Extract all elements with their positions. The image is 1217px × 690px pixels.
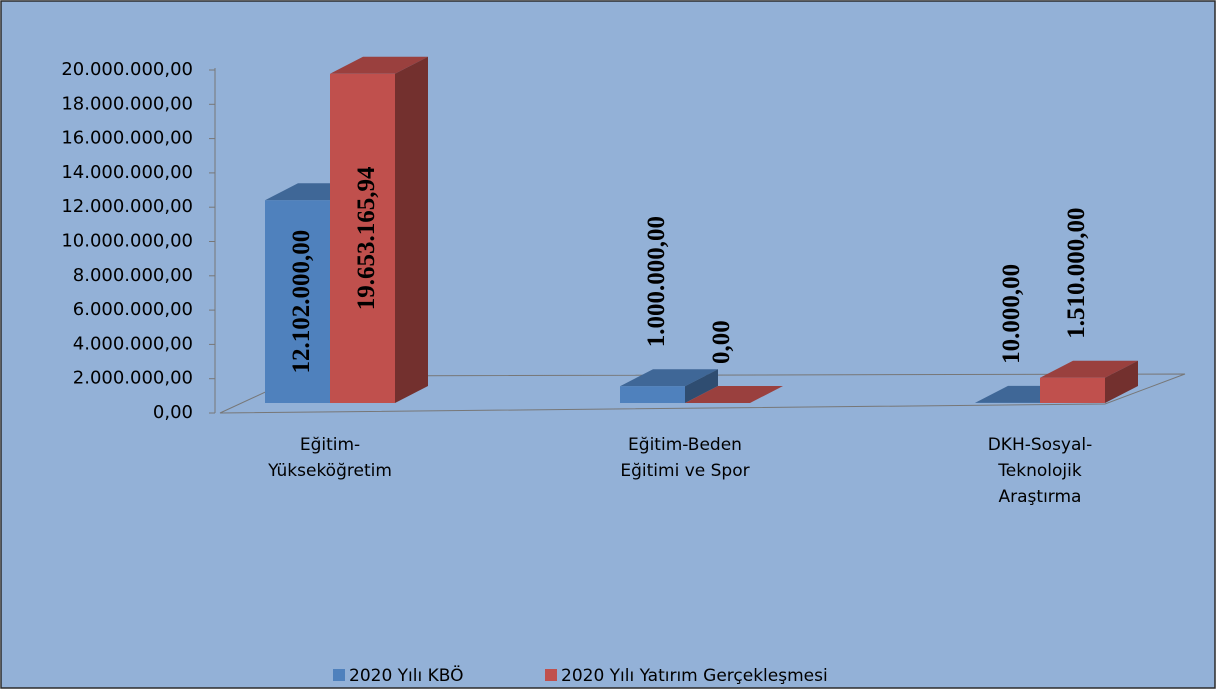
data-label: 12.102.000,00 — [288, 230, 315, 374]
bar-front — [330, 73, 395, 403]
y-tick-label: 12.000.000,00 — [61, 196, 193, 217]
bar — [330, 56, 428, 403]
bar-side — [1105, 360, 1138, 403]
y-tick-label: 18.000.000,00 — [61, 93, 193, 114]
bar — [620, 369, 718, 403]
data-label: 1.510.000,00 — [1063, 207, 1090, 338]
bar-side — [685, 369, 718, 403]
legend-swatch — [545, 669, 557, 681]
legend-label: 2020 Yılı Yatırım Gerçekleşmesi — [561, 666, 828, 686]
bar-top — [685, 386, 783, 403]
bar-top — [1040, 360, 1138, 378]
y-tick-label: 4.000.000,00 — [73, 333, 193, 354]
y-tick-label: 10.000.000,00 — [61, 231, 193, 252]
y-tick-label: 20.000.000,00 — [61, 59, 193, 80]
data-label: 10.000,00 — [998, 264, 1025, 364]
x-tick-label: DKH-Sosyal-Teknolojik Araştırma — [987, 435, 1093, 507]
y-tick-label: 2.000.000,00 — [73, 368, 193, 389]
y-tick-label: 8.000.000,00 — [73, 265, 193, 286]
y-tick-label: 14.000.000,00 — [61, 162, 193, 183]
legend-label: 2020 Yılı KBÖ — [349, 664, 464, 686]
bar-top — [330, 56, 428, 74]
y-tick-label: 6.000.000,00 — [73, 299, 193, 320]
y-tick-label: 0,00 — [153, 402, 193, 423]
bar-front — [620, 386, 685, 403]
bar-side — [395, 56, 428, 403]
x-tick-label: Eğitim-Yükseköğretim — [268, 435, 392, 481]
bar — [685, 386, 783, 403]
data-label: 1.000.000,00 — [643, 216, 670, 347]
data-label: 0,00 — [708, 320, 735, 364]
bar-front — [1040, 377, 1105, 403]
bar — [1040, 360, 1138, 403]
bar-front — [265, 200, 330, 403]
x-tick-label: Eğitim-Beden Eğitimi ve Spor — [620, 435, 750, 481]
data-label: 19.653.165,94 — [353, 166, 380, 310]
bar-top — [620, 369, 718, 387]
legend-swatch — [333, 669, 345, 681]
y-tick-label: 16.000.000,00 — [61, 128, 193, 149]
